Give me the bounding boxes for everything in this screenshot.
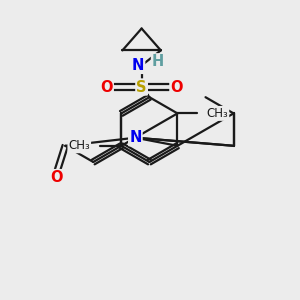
Text: O: O	[51, 170, 63, 185]
Text: O: O	[170, 80, 183, 94]
Text: H: H	[152, 54, 164, 69]
Text: S: S	[136, 80, 147, 94]
Text: CH₃: CH₃	[207, 107, 228, 120]
Text: N: N	[129, 130, 142, 145]
Text: N: N	[132, 58, 144, 73]
Text: CH₃: CH₃	[68, 139, 90, 152]
Text: O: O	[100, 80, 113, 94]
